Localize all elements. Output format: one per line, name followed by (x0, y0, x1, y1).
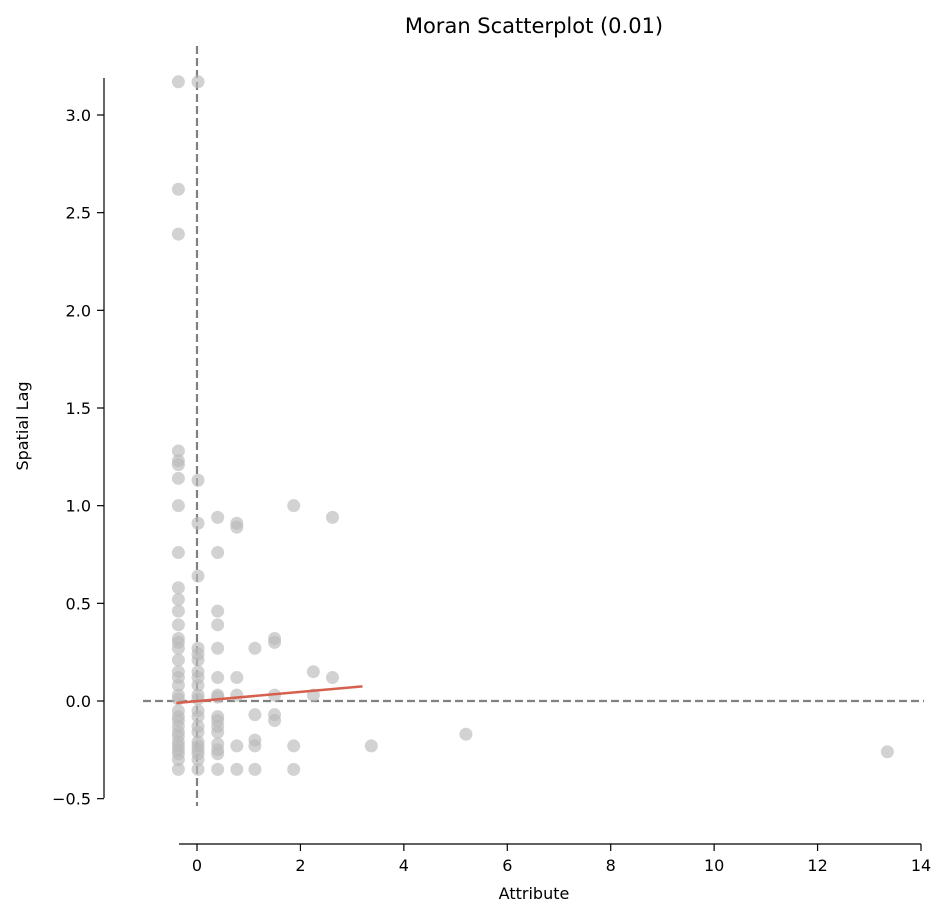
data-point (171, 581, 185, 595)
data-point (325, 510, 339, 524)
data-point (211, 747, 225, 761)
y-tick-label: 1.5 (66, 399, 91, 418)
data-point (268, 714, 282, 728)
data-point (171, 678, 185, 692)
data-point (306, 665, 320, 679)
y-tick-label: 2.0 (66, 301, 91, 320)
data-point (268, 635, 282, 649)
data-point (287, 499, 301, 513)
y-tick-label: 1.0 (66, 497, 91, 516)
data-point (171, 592, 185, 606)
x-tick-label: 0 (192, 856, 202, 875)
reference-lines (143, 46, 924, 806)
data-point (191, 653, 205, 667)
data-point (211, 641, 225, 655)
data-point (171, 604, 185, 618)
data-points (171, 75, 894, 776)
data-point (191, 692, 205, 706)
data-point (248, 708, 262, 722)
data-point (287, 739, 301, 753)
data-point (191, 710, 205, 724)
x-tick-label: 6 (502, 856, 512, 875)
data-point (230, 688, 244, 702)
y-axis-title: Spatial Lag (13, 381, 32, 470)
data-point (287, 762, 301, 776)
data-point (191, 569, 205, 583)
x-tick-label: 8 (606, 856, 616, 875)
y-tick-label: 2.5 (66, 204, 91, 223)
data-point (230, 739, 244, 753)
data-point (191, 725, 205, 739)
data-point (191, 762, 205, 776)
data-point (211, 510, 225, 524)
data-point (248, 739, 262, 753)
data-point (171, 471, 185, 485)
data-point (211, 671, 225, 685)
data-point (171, 75, 185, 89)
data-point (171, 182, 185, 196)
data-point (191, 473, 205, 487)
data-point (230, 671, 244, 685)
data-point (211, 546, 225, 560)
data-point (211, 618, 225, 632)
data-point (171, 227, 185, 241)
data-point (171, 653, 185, 667)
x-tick-label: 14 (911, 856, 931, 875)
y-tick-label: −0.5 (52, 790, 91, 809)
data-point (230, 520, 244, 534)
data-point (880, 745, 894, 759)
y-tick-label: 3.0 (66, 106, 91, 125)
chart-title: Moran Scatterplot (0.01) (405, 14, 663, 38)
x-axis-title: Attribute (499, 884, 570, 903)
axes: 0 2 4 6 8 10 12 14 −0.5 0.0 0.5 1.0 1.5 2.0 2.5 3.0 (52, 78, 931, 875)
regression-line-group (176, 685, 363, 705)
data-point (211, 725, 225, 739)
data-point (171, 499, 185, 513)
data-point (248, 762, 262, 776)
x-tick-label: 10 (704, 856, 724, 875)
data-point (171, 762, 185, 776)
y-tick-label: 0.5 (66, 594, 91, 613)
data-point (171, 618, 185, 632)
data-point (230, 762, 244, 776)
data-point (171, 458, 185, 472)
data-point (211, 762, 225, 776)
data-point (325, 671, 339, 685)
x-tick-label: 12 (807, 856, 827, 875)
data-point (171, 546, 185, 560)
regression-line (176, 685, 363, 705)
data-point (211, 604, 225, 618)
data-point (191, 516, 205, 530)
data-point (191, 753, 205, 767)
data-point (459, 727, 473, 741)
data-point (191, 75, 205, 89)
x-tick-label: 2 (295, 856, 305, 875)
data-point (171, 444, 185, 458)
data-point (171, 641, 185, 655)
data-point (211, 690, 225, 704)
x-tick-label: 4 (399, 856, 409, 875)
data-point (364, 739, 378, 753)
data-point (191, 678, 205, 692)
data-point (248, 641, 262, 655)
y-tick-label: 0.0 (66, 692, 91, 711)
data-point (171, 753, 185, 767)
